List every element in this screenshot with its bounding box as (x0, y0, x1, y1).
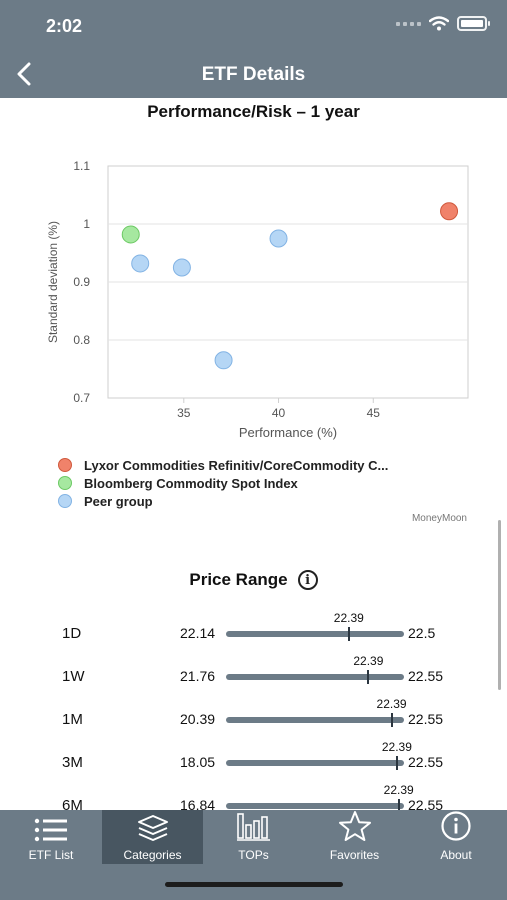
legend-label: Peer group (84, 493, 153, 509)
bar-chart-icon (236, 813, 270, 841)
tab-categories[interactable]: Categories (102, 810, 203, 864)
price-range-bar: 22.39 (226, 740, 412, 770)
price-range-low: 20.39 (180, 711, 216, 727)
data-point[interactable] (172, 258, 191, 277)
price-range-marker (390, 713, 393, 727)
price-range-high: 22.55 (408, 797, 444, 813)
chevron-left-icon (17, 62, 31, 86)
price-range-marker (397, 799, 400, 813)
price-range-high: 22.55 (408, 754, 444, 770)
cellular-signal-icon (396, 21, 421, 26)
price-range-high: 22.55 (408, 711, 444, 727)
price-range-bar: 22.39 (226, 783, 414, 813)
tab-tops[interactable]: TOPs (203, 810, 304, 864)
price-range-period: 1W (62, 668, 85, 685)
price-range-marker (347, 627, 350, 641)
price-range-row: 6M 16.84 22.39 22.55 (0, 778, 507, 818)
tab-label: TOPs (238, 848, 269, 862)
legend-dot-peer (58, 494, 72, 508)
y-tick-label: 0.9 (73, 275, 90, 289)
scatter-chart: 0.7 0.8 0.9 1 1.1 35 40 45 Performance (%) Stan… (46, 159, 469, 440)
tab-label: Categories (123, 848, 182, 862)
price-range-bar: 22.39 (226, 697, 407, 727)
battery-icon (457, 16, 490, 31)
price-range-low: 18.05 (180, 754, 216, 770)
legend-label: Bloomberg Commodity Spot Index (84, 475, 298, 491)
scroll-indicator[interactable] (498, 520, 501, 690)
wifi-icon (429, 16, 449, 31)
price-range-bar: 22.39 (226, 611, 404, 641)
tab-label: Favorites (329, 848, 380, 862)
star-icon (338, 811, 371, 841)
y-tick-label: 1.1 (73, 159, 90, 173)
price-range-high: 22.5 (408, 625, 436, 641)
page-title: ETF Details (201, 64, 306, 85)
legend-dot-index (58, 476, 72, 490)
back-button[interactable] (8, 58, 40, 90)
x-tick-label: 35 (177, 406, 191, 420)
tab-about[interactable]: About (405, 810, 507, 864)
legend-dot-etf (58, 458, 72, 472)
price-range-current: 22.39 (353, 654, 384, 668)
chart-title: Performance/Risk – 1 year (147, 102, 360, 121)
price-range-current: 22.39 (376, 697, 407, 711)
y-tick-label: 0.7 (73, 391, 90, 405)
price-range-period: 1D (62, 625, 82, 642)
status-icons (396, 16, 490, 31)
price-range-marker (395, 756, 398, 770)
y-axis-label: Standard deviation (%) (46, 221, 60, 343)
tab-etf-list[interactable]: ETF List (0, 810, 102, 864)
y-tick-label: 1 (83, 217, 90, 231)
layers-icon (137, 815, 168, 841)
info-icon[interactable]: i (297, 570, 318, 590)
price-range-period: 3M (62, 754, 83, 771)
data-point[interactable] (121, 225, 140, 244)
status-time: 2:02 (46, 16, 83, 36)
price-range-row: 1W 21.76 22.39 22.55 (0, 649, 507, 689)
price-range-marker (367, 670, 370, 684)
price-range-current: 22.39 (333, 611, 364, 625)
x-tick-label: 45 (367, 406, 381, 420)
list-icon (34, 818, 67, 842)
price-range-row: 1M 20.39 22.39 22.55 (0, 692, 507, 732)
tab-label: About (440, 848, 472, 862)
price-range-current: 22.39 (381, 740, 412, 754)
chart-credit: MoneyMoon (411, 513, 467, 524)
price-range-header: Price Range i (0, 570, 507, 590)
data-point[interactable] (440, 202, 459, 221)
tab-favorites[interactable]: Favorites (304, 810, 405, 864)
data-point[interactable] (269, 229, 288, 248)
chart-legend: Lyxor Commodities Refinitiv/CoreCommodit… (58, 456, 388, 510)
data-point[interactable] (131, 254, 150, 273)
price-range-low: 21.76 (180, 668, 216, 684)
legend-item: Peer group (58, 492, 388, 510)
price-range-low: 22.14 (180, 625, 216, 641)
x-axis-label: Performance (%) (239, 425, 337, 440)
home-indicator[interactable] (165, 882, 343, 887)
price-range-row: 3M 18.05 22.39 22.55 (0, 735, 507, 775)
legend-label: Lyxor Commodities Refinitiv/CoreCommodit… (84, 457, 389, 473)
price-range-low: 16.84 (180, 797, 216, 813)
price-range-current: 22.39 (383, 783, 414, 797)
about-icon (441, 811, 471, 841)
legend-item: Bloomberg Commodity Spot Index (58, 474, 388, 492)
price-range-period: 1M (62, 711, 83, 728)
x-tick-label: 40 (272, 406, 286, 420)
price-range-row: 1D 22.14 22.39 22.5 (0, 606, 507, 646)
price-range-high: 22.55 (408, 668, 444, 684)
price-range-period: 6M (62, 797, 83, 814)
legend-item: Lyxor Commodities Refinitiv/CoreCommodit… (58, 456, 388, 474)
tab-label: ETF List (28, 848, 74, 862)
top-bar: 2:02 ETF Details (0, 0, 507, 98)
y-tick-label: 0.8 (73, 333, 90, 347)
price-range-bar: 22.39 (226, 654, 404, 684)
price-range-title: Price Range (189, 570, 288, 589)
data-point[interactable] (214, 351, 233, 370)
